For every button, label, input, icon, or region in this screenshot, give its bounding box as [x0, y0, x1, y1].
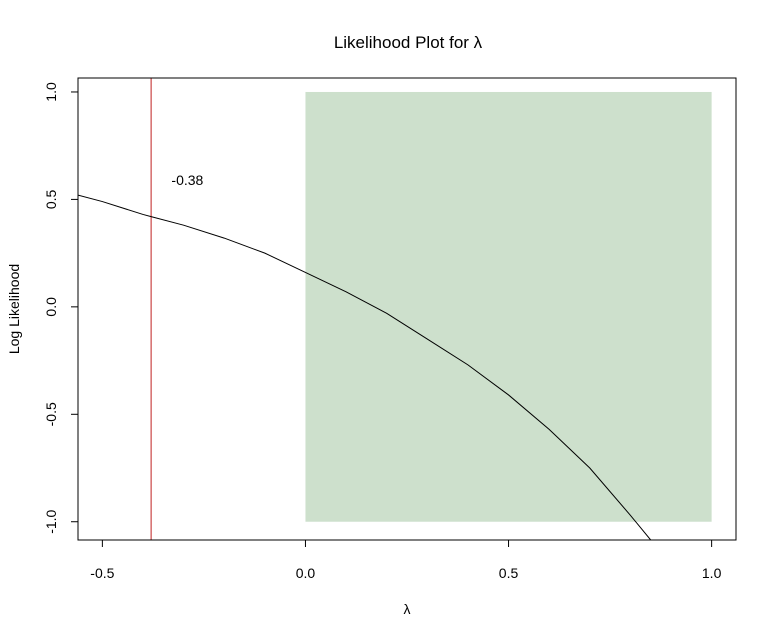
likelihood-curve	[78, 194, 652, 540]
y-axis-label: Log Likelihood	[6, 264, 22, 354]
y-tick-label: 0.0	[43, 297, 59, 317]
confidence-region	[305, 91, 712, 522]
x-tick-label: 0.0	[296, 565, 316, 581]
y-tick-label: 1.0	[43, 82, 59, 102]
y-tick-label: 0.5	[43, 189, 59, 209]
x-axis-label: λ	[404, 601, 411, 617]
y-axis: -1.0 -0.5 0.0 0.5 1.0	[43, 82, 79, 534]
lambda-annotation: -0.38	[171, 172, 203, 188]
x-tick-label: 0.5	[499, 565, 519, 581]
y-tick-label: -1.0	[43, 509, 59, 533]
x-tick-label: 1.0	[702, 565, 722, 581]
x-tick-label: -0.5	[90, 565, 114, 581]
plot-area	[78, 78, 712, 540]
x-axis: -0.5 0.0 0.5 1.0	[90, 539, 722, 581]
y-tick-label: -0.5	[43, 402, 59, 426]
chart-title: Likelihood Plot for λ	[334, 33, 483, 52]
